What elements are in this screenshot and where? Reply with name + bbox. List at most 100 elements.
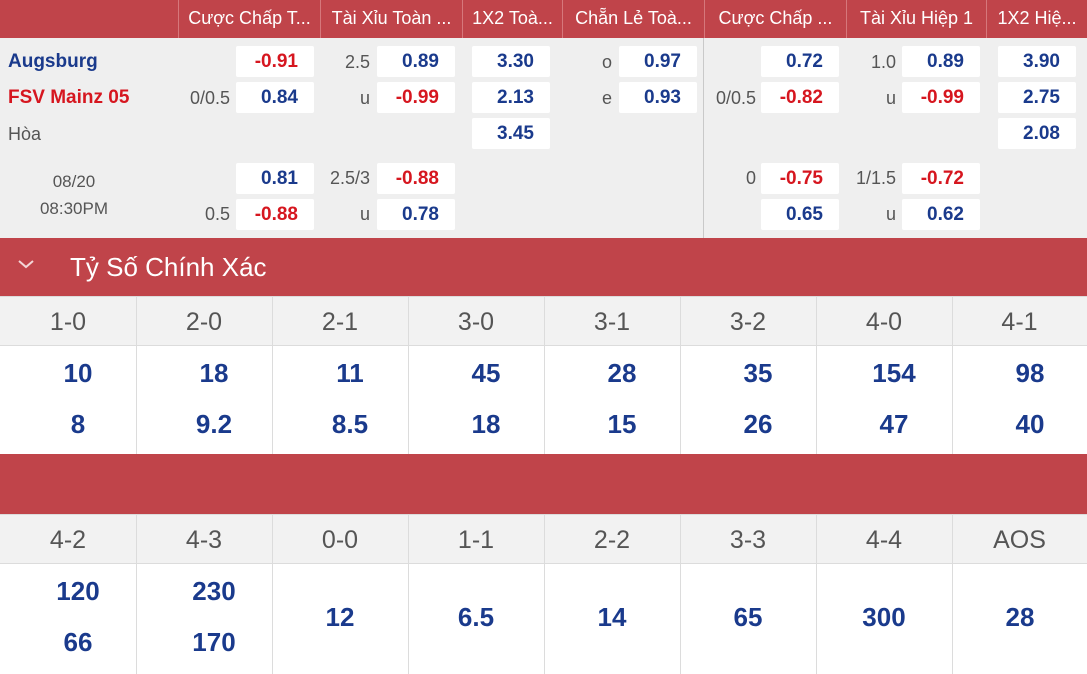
even-label: e xyxy=(601,88,612,108)
x12-home-odds[interactable]: 3.30 xyxy=(472,46,550,77)
column-divider xyxy=(408,514,409,674)
row2-score-label: 1-1 xyxy=(457,526,495,554)
h1-ou-line: 1.0 xyxy=(870,52,896,72)
row2-score-odds[interactable]: 6.5 xyxy=(457,602,495,632)
score-header-row-2: 4-2 4-3 0-0 1-1 2-2 3-3 4-4 AOS xyxy=(0,514,1087,564)
even-odds[interactable]: 0.93 xyxy=(619,82,697,113)
row1-score-home-odds[interactable]: 18 xyxy=(199,358,229,388)
row1-score-away-odds[interactable]: 8.5 xyxy=(331,409,369,439)
h1-hcap-away-odds[interactable]: -0.82 xyxy=(761,82,839,113)
correct-score-bar[interactable]: Tỷ Số Chính Xác xyxy=(0,238,1087,296)
row2-score-label: 2-2 xyxy=(593,526,631,554)
h1-ou-over-odds[interactable]: 0.89 xyxy=(902,46,980,77)
row1-score-home-odds[interactable]: 10 xyxy=(63,358,93,388)
header-ou-h1[interactable]: Tài Xỉu Hiệp 1 xyxy=(846,0,986,38)
row2-score-away-odds[interactable]: 170 xyxy=(192,627,236,657)
column-divider xyxy=(816,514,817,674)
row2-score-home-odds[interactable]: 120 xyxy=(56,576,100,606)
header-team-col xyxy=(0,0,178,38)
home-team[interactable]: Augsburg xyxy=(8,51,98,72)
header-hcap-h1[interactable]: Cược Chấp ... xyxy=(704,0,846,38)
h1-x12-away-odds[interactable]: 2.75 xyxy=(998,82,1076,113)
row1-score-away-odds[interactable]: 40 xyxy=(1015,409,1045,439)
row1-score-away-odds[interactable]: 8 xyxy=(70,409,86,439)
row1-score-label: 4-0 xyxy=(865,308,903,336)
away-team[interactable]: FSV Mainz 05 xyxy=(8,87,130,108)
row2-score-odds[interactable]: 300 xyxy=(862,602,906,632)
alt-hcap-home-odds[interactable]: 0.81 xyxy=(236,163,314,194)
hcap-away-odds[interactable]: 0.84 xyxy=(236,82,314,113)
column-divider xyxy=(544,514,545,674)
column-divider xyxy=(816,296,817,454)
row1-score-label: 3-0 xyxy=(457,308,495,336)
alt-ou-under-odds[interactable]: 0.78 xyxy=(377,199,455,230)
header-1x2-full[interactable]: 1X2 Toà... xyxy=(462,0,562,38)
draw-label: Hòa xyxy=(8,124,42,144)
header-ou-full[interactable]: Tài Xỉu Toàn ... xyxy=(320,0,462,38)
ou-over-odds[interactable]: 0.89 xyxy=(377,46,455,77)
alt-h1-ou-under-odds[interactable]: 0.62 xyxy=(902,199,980,230)
row1-score-away-odds[interactable]: 15 xyxy=(607,409,637,439)
column-divider xyxy=(680,514,681,674)
odds-header: Cược Chấp T... Tài Xỉu Toàn ... 1X2 Toà.… xyxy=(0,0,1087,38)
row2-score-odds[interactable]: 12 xyxy=(325,602,355,632)
column-divider xyxy=(952,514,953,674)
alt-h1-hcap-line: 0 xyxy=(745,168,756,188)
alt-ou-over-odds[interactable]: -0.88 xyxy=(377,163,455,194)
hcap-home-odds[interactable]: -0.91 xyxy=(236,46,314,77)
row2-score-label: 3-3 xyxy=(729,526,767,554)
alt-ou-under-label: u xyxy=(359,204,370,224)
h1-ou-under-odds[interactable]: -0.99 xyxy=(902,82,980,113)
column-divider xyxy=(272,514,273,674)
row1-score-home-odds[interactable]: 11 xyxy=(336,358,364,388)
odd-label: o xyxy=(601,52,612,72)
row2-score-odds[interactable]: 65 xyxy=(733,602,763,632)
ou-under-odds[interactable]: -0.99 xyxy=(377,82,455,113)
row1-score-home-odds[interactable]: 154 xyxy=(872,358,916,388)
alt-h1-hcap-away-odds[interactable]: 0.65 xyxy=(761,199,839,230)
header-hcap-full[interactable]: Cược Chấp T... xyxy=(178,0,320,38)
row2-score-away-odds[interactable]: 66 xyxy=(63,627,93,657)
column-divider xyxy=(544,296,545,454)
h1-hcap-line: 0/0.5 xyxy=(715,88,756,108)
row1-score-label: 3-1 xyxy=(593,308,631,336)
row2-score-label: 4-3 xyxy=(185,526,223,554)
row2-score-odds[interactable]: 14 xyxy=(597,602,627,632)
row1-score-home-odds[interactable]: 98 xyxy=(1015,358,1045,388)
h1-x12-draw-odds[interactable]: 2.08 xyxy=(998,118,1076,149)
column-divider xyxy=(136,296,137,454)
row2-score-label: 4-2 xyxy=(49,526,87,554)
row1-score-away-odds[interactable]: 18 xyxy=(471,409,501,439)
row1-score-home-odds[interactable]: 35 xyxy=(743,358,773,388)
h1-x12-home-odds[interactable]: 3.90 xyxy=(998,46,1076,77)
alt-hcap-away-odds[interactable]: -0.88 xyxy=(236,199,314,230)
hcap-line: 0/0.5 xyxy=(189,88,230,108)
row1-score-home-odds[interactable]: 28 xyxy=(607,358,637,388)
column-divider xyxy=(272,296,273,454)
odd-odds[interactable]: 0.97 xyxy=(619,46,697,77)
row1-score-away-odds[interactable]: 47 xyxy=(879,409,909,439)
column-divider xyxy=(136,514,137,674)
x12-draw-odds[interactable]: 3.45 xyxy=(472,118,550,149)
alt-h1-hcap-home-odds[interactable]: -0.75 xyxy=(761,163,839,194)
row1-score-away-odds[interactable]: 26 xyxy=(743,409,773,439)
header-oddeven-full[interactable]: Chẵn Lẻ Toà... xyxy=(562,0,704,38)
alt-h1-ou-under-label: u xyxy=(885,204,896,224)
column-divider xyxy=(408,296,409,454)
row2-score-odds[interactable]: 28 xyxy=(1005,602,1035,632)
row2-score-home-odds[interactable]: 230 xyxy=(192,576,236,606)
header-1x2-h1[interactable]: 1X2 Hiệ... xyxy=(986,0,1087,38)
match-datetime: 08/20 08:30PM xyxy=(30,168,118,222)
row2-score-label: 0-0 xyxy=(321,526,359,554)
ou-line: 2.5 xyxy=(344,52,370,72)
alt-h1-ou-over-odds[interactable]: -0.72 xyxy=(902,163,980,194)
chevron-down-icon[interactable] xyxy=(14,252,38,276)
row1-score-label: 4-1 xyxy=(1001,308,1038,336)
h1-hcap-home-odds[interactable]: 0.72 xyxy=(761,46,839,77)
row1-score-home-odds[interactable]: 45 xyxy=(471,358,501,388)
match-date: 08/20 xyxy=(52,172,96,191)
section-spacer-bar xyxy=(0,454,1087,514)
x12-away-odds[interactable]: 2.13 xyxy=(472,82,550,113)
row1-score-away-odds[interactable]: 9.2 xyxy=(195,409,233,439)
alt-ou-line: 2.5/3 xyxy=(329,168,370,188)
